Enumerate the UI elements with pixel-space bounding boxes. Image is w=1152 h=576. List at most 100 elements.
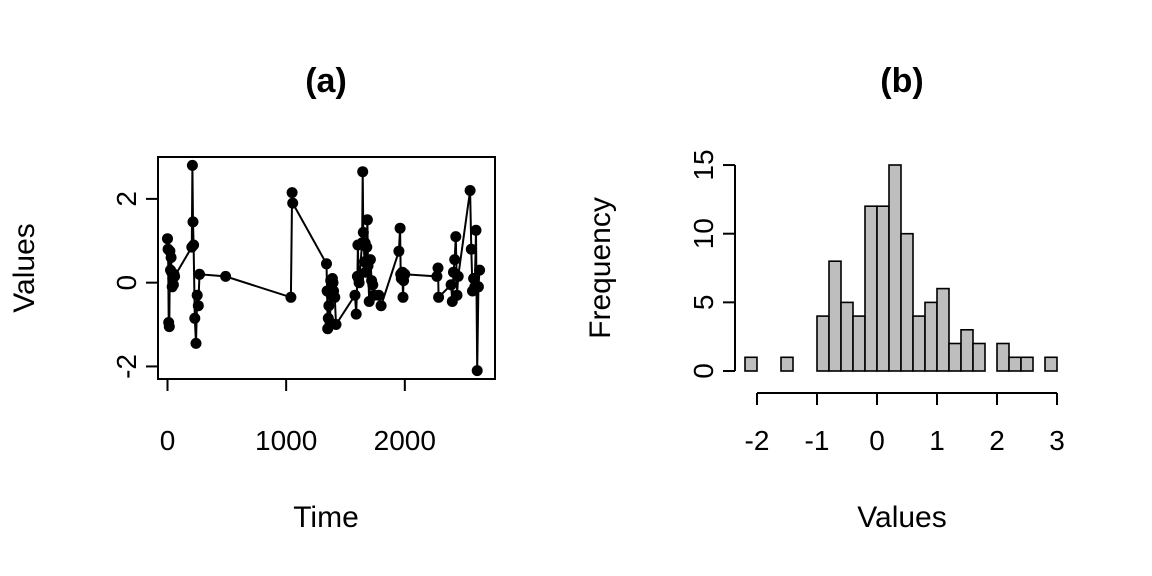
panel-b-x-tick-label: 3 [1049,425,1065,456]
panel-a-data-point [394,222,406,234]
panel-b-histogram-bar [996,342,1010,372]
panel-a-x-tick-label: 2000 [374,425,436,456]
panel-a-data-point [451,289,463,301]
panel-a-x-tick-label: 0 [160,425,176,456]
panel-a-data-point [361,214,373,226]
panel-a-plot [162,159,486,377]
panel-a-data-point [287,197,299,209]
panel-b-histogram-bar [780,356,794,372]
panel-a-x-tick-label: 1000 [255,425,317,456]
panel-a-data-point [165,252,177,263]
panel-b-histogram-bar [960,328,974,372]
panel-a-data-point [433,291,445,303]
panel-a-data-point [194,268,205,280]
panel-a-axes: 0 1000 2000 -2 0 2 [111,191,436,456]
panel-a-data-point [349,289,361,301]
panel-b-histogram-bar [1044,356,1058,372]
panel-a-data-point [452,270,464,282]
panel-a-data-point [169,270,181,282]
panel-a-data-point [167,279,179,291]
panel-a-title: (a) [305,62,347,100]
panel-b-x-tick-label: 0 [869,425,885,456]
panel-a-data-point [431,270,443,282]
panel-a-data-point [186,159,198,171]
panel-a-data-point [323,300,335,312]
panel-a-data-point [192,300,204,312]
panel-a-data-point [450,231,462,243]
panel-a-data-point [329,291,341,303]
panel-a: (a) 0 1000 2000 -2 0 2 Time Values [8,62,496,534]
panel-b-x-tick-label: -2 [745,425,770,456]
panel-a-data-point [449,254,461,266]
panel-a-data-point [357,166,369,178]
panel-b-histogram-bar [876,205,890,372]
panel-a-data-point [191,289,203,301]
panel-a-data-point [188,239,200,251]
panel-b-histogram-bar [936,287,950,372]
panel-a-data-point [474,264,486,276]
panel-a-data-point [163,321,175,333]
panel-a-data-point [375,300,387,312]
panel-a-data-point [465,243,477,255]
panel-b-y-tick-label: 15 [688,149,719,180]
panel-b-y-tick-label: 5 [688,295,719,311]
panel-b-x-tick-label: 1 [929,425,945,456]
panel-b-histogram-bar [888,164,902,372]
panel-b-histogram-bar [744,356,758,372]
panel-a-data-point [330,319,342,330]
panel-a-data-point [464,185,476,196]
panel-a-data-point [220,270,232,282]
panel-b-plot [744,164,1058,372]
panel-a-data-point [471,365,483,377]
panel-b-axes: -2 -1 0 1 2 3 0 5 10 15 [688,149,1065,456]
panel-b-histogram-bar [972,342,986,372]
panel-a-data-point [189,312,201,324]
panel-a-data-point [367,279,379,291]
panel-a-data-point [445,279,457,291]
panel-a-data-point [187,216,199,228]
panel-b-x-tick-label: -1 [805,425,830,456]
panel-a-plot-frame [157,156,496,380]
panel-b-y-tick-label: 10 [688,218,719,249]
panel-b-histogram-bar [828,260,842,372]
panel-a-data-point [432,262,444,274]
panel-a-data-point [190,337,202,349]
panel-b-histogram-bar [1008,356,1022,372]
panel-b-xlabel: Values [857,501,947,534]
panel-b-ylabel: Frequency [584,197,617,339]
panel-a-data-point [162,233,173,245]
panel-b-histogram-bar [948,342,962,372]
panel-a-data-point [350,308,362,320]
panel-a-data-point [468,273,480,284]
panel-a-data-point [286,187,298,199]
panel-b-x-tick-label: 2 [989,425,1005,456]
panel-a-data-point [373,289,385,301]
panel-b-histogram-bar [864,205,878,372]
panel-b-histogram-bar [840,301,854,372]
panel-b-histogram-bar [816,315,830,372]
panel-a-data-point [285,291,297,303]
panel-a-data-point [357,226,369,238]
panel-a-y-tick-label: -2 [111,354,142,379]
panel-b: (b) -2 -1 0 1 2 3 0 5 10 15 Values Frequency [584,62,1065,534]
panel-a-ylabel: Values [8,223,41,313]
panel-a-data-point [393,245,405,257]
panel-a-data-point [361,241,373,253]
panel-b-histogram-bar [924,301,938,372]
panel-b-histogram-bar [900,232,914,372]
panel-b-title: (b) [880,62,923,100]
panel-b-histogram-bar [912,315,926,372]
panel-a-y-tick-label: 2 [111,191,142,207]
panel-a-data-point [472,281,484,293]
panel-a-data-point [397,291,409,303]
panel-a-y-tick-label: 0 [111,275,142,291]
panel-a-data-point [353,277,365,289]
panel-a-data-point [364,254,376,266]
panel-b-y-tick-label: 0 [688,363,719,379]
panel-a-data-point [470,224,482,236]
panel-b-histogram-bar [852,315,866,372]
panel-a-data-point [327,277,339,289]
panel-a-data-point [399,268,411,280]
panel-b-histogram-bar [1020,356,1034,372]
